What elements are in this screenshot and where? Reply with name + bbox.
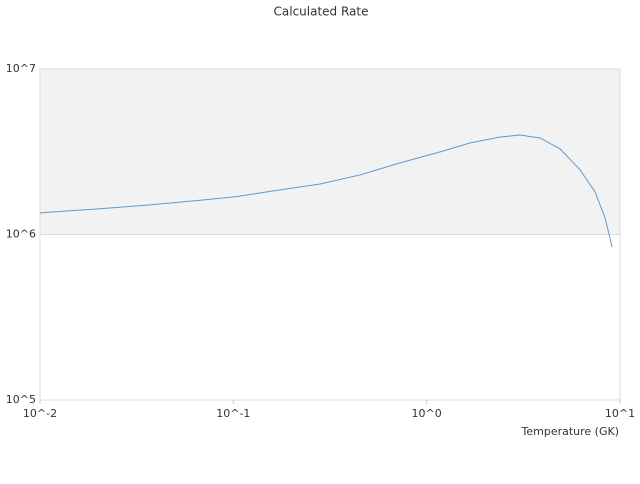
chart-title: Calculated Rate [274, 5, 369, 19]
y-tick-label: 10^6 [6, 228, 36, 241]
x-tick-label: 10^-2 [23, 407, 57, 420]
y-tick-label: 10^7 [6, 62, 36, 75]
plot-band [40, 69, 620, 235]
x-tick-label: 10^1 [605, 407, 635, 420]
x-axis-label: Temperature (GK) [521, 425, 620, 438]
x-tick-label: 10^-1 [216, 407, 250, 420]
data-line [39, 134, 613, 248]
x-tick-label: 10^0 [412, 407, 442, 420]
y-tick-label: 10^5 [6, 393, 36, 406]
